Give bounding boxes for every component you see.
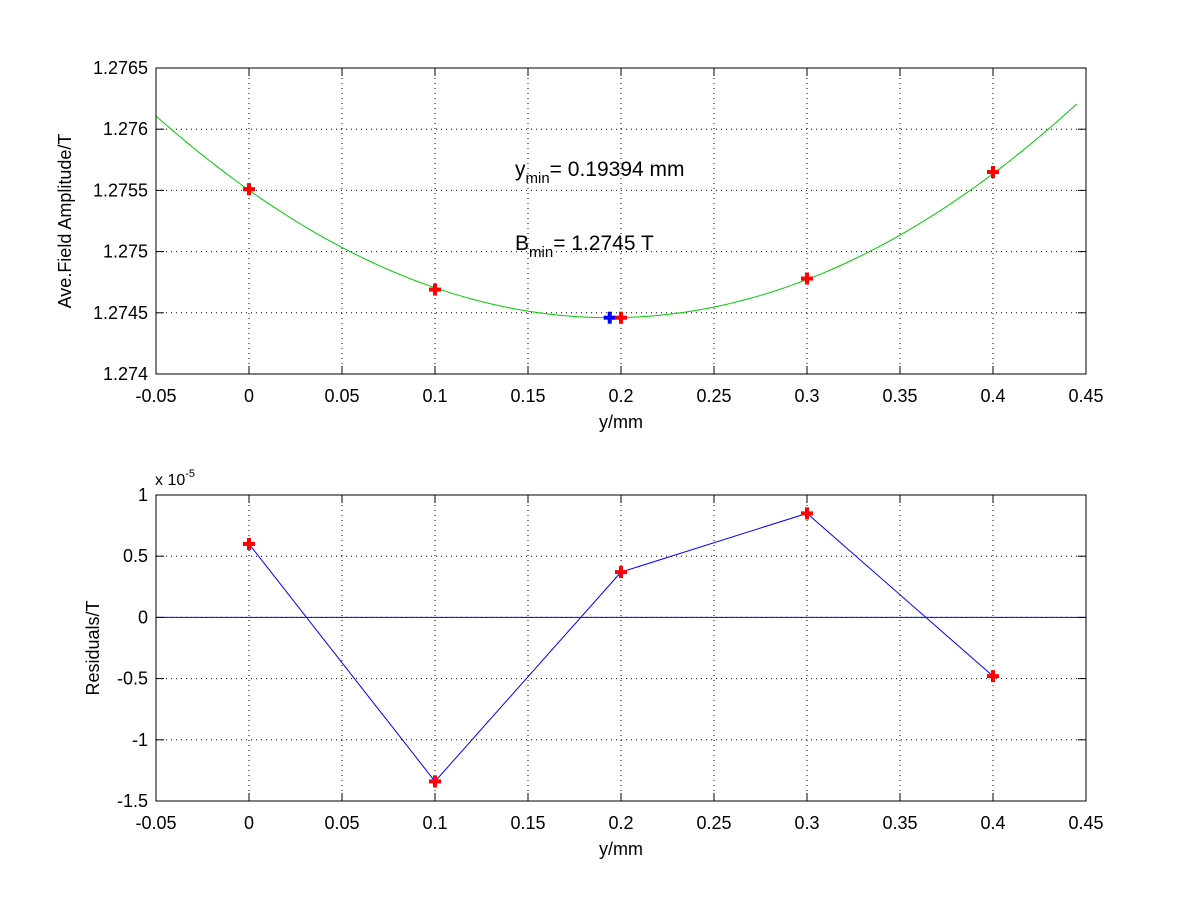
- x-tick-label: 0.2: [608, 386, 633, 406]
- y-axis-label: Residuals/T: [83, 600, 103, 695]
- y-tick-label: 1.2765: [93, 58, 148, 78]
- data-point: [801, 272, 813, 285]
- y-tick-label: 1: [138, 485, 148, 505]
- y-tick-label: 1.2745: [93, 303, 148, 323]
- data-point: [243, 183, 255, 196]
- x-tick-label: 0.05: [324, 386, 359, 406]
- x-tick-label: 0.1: [422, 386, 447, 406]
- annotation-bmin-sub: min: [529, 244, 553, 261]
- data-point: [987, 166, 999, 179]
- y-tick-label: 1.274: [103, 364, 148, 384]
- y-multiplier-base: x 10: [155, 472, 185, 489]
- annotation-bmin: Bmin= 1.2745 T: [515, 232, 654, 261]
- fit-plot: -0.05 0 0.05 0.1 0.15 0.2 0.25 0.3 0.35 0.4 0.45 1.…: [55, 58, 1104, 432]
- x-axis-label: y/mm: [599, 839, 643, 859]
- x-axis-label: y/mm: [599, 412, 643, 432]
- x-tick-label: 0.4: [980, 813, 1005, 833]
- x-tick-label: 0.45: [1068, 386, 1103, 406]
- x-tick-label: -0.05: [135, 386, 176, 406]
- y-tick-label: 1.2755: [93, 180, 148, 200]
- residuals-plot: -0.05 0 0.05 0.1 0.15 0.2 0.25 0.3 0.35 0.4 0.45 -1…: [83, 468, 1104, 859]
- annotation-ymin-value: = 0.19394 mm: [550, 158, 685, 181]
- x-tick-label: 0.05: [324, 813, 359, 833]
- x-tick-label: 0.3: [794, 386, 819, 406]
- y-tick-label: 0: [138, 607, 148, 627]
- x-tick-label: 0.25: [696, 813, 731, 833]
- annotation-ymin-var: y: [515, 158, 526, 181]
- data-point: [615, 311, 627, 324]
- y-tick-label: 0.5: [123, 546, 148, 566]
- y-tick-label: -1.5: [117, 791, 148, 811]
- x-tick-label: 0.25: [696, 386, 731, 406]
- y-tick-label: -1: [132, 730, 148, 750]
- axis-ticks: -0.05 0 0.05 0.1 0.15 0.2 0.25 0.3 0.35 0.4 0.45 -1…: [117, 485, 1104, 833]
- x-tick-label: 0.15: [510, 813, 545, 833]
- annotation-bmin-var: B: [515, 232, 529, 255]
- minimum-point: [603, 311, 616, 324]
- x-tick-label: 0.45: [1068, 813, 1103, 833]
- annotation-bmin-value: = 1.2745 T: [553, 232, 654, 255]
- y-axis-label: Ave.Field Amplitude/T: [55, 134, 75, 309]
- y-tick-label: 1.275: [103, 242, 148, 262]
- residual-point: [243, 537, 255, 550]
- residual-point: [801, 507, 813, 520]
- annotation-ymin-sub: min: [526, 170, 550, 187]
- annotation-ymin: ymin= 0.19394 mm: [515, 158, 685, 187]
- data-point: [429, 283, 441, 296]
- x-tick-label: 0.4: [980, 386, 1005, 406]
- plot-series: [155, 103, 1078, 324]
- grid: [156, 68, 1086, 374]
- x-tick-label: 0: [244, 386, 254, 406]
- x-tick-label: 0.15: [510, 386, 545, 406]
- y-multiplier-exponent: -5: [185, 468, 195, 480]
- x-tick-label: 0.2: [608, 813, 633, 833]
- x-tick-label: -0.05: [135, 813, 176, 833]
- x-tick-label: 0.35: [882, 386, 917, 406]
- y-tick-label: -0.5: [117, 669, 148, 689]
- residual-point: [987, 670, 999, 683]
- x-tick-label: 0.1: [422, 813, 447, 833]
- plot-series: [156, 507, 1086, 788]
- x-tick-label: 0: [244, 813, 254, 833]
- residual-point: [429, 775, 441, 788]
- axis-ticks: -0.05 0 0.05 0.1 0.15 0.2 0.25 0.3 0.35 0.4 0.45 1.…: [93, 58, 1104, 406]
- residual-point: [615, 566, 627, 579]
- y-tick-label: 1.276: [103, 119, 148, 139]
- x-tick-label: 0.3: [794, 813, 819, 833]
- y-multiplier: x 10-5: [155, 468, 195, 489]
- x-tick-label: 0.35: [882, 813, 917, 833]
